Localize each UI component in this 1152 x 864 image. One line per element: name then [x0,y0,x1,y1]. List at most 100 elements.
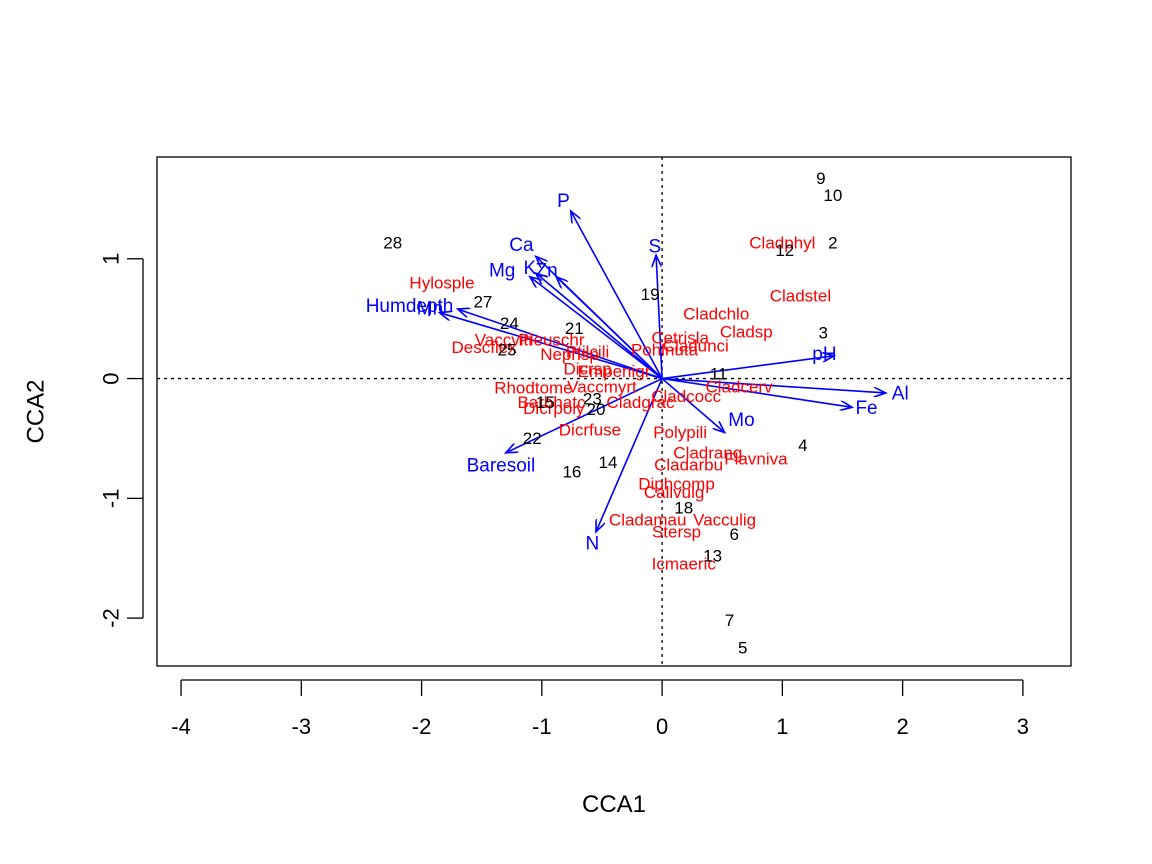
species-label: Empenigr [578,362,651,381]
environment-label: Al [892,384,909,405]
x-tick-label: -4 [171,714,191,739]
site-label: 18 [674,498,693,517]
species-label: Cladrang [673,443,742,462]
species-label: Pohlnuta [631,340,699,359]
y-tick-label: -1 [99,489,124,509]
y-axis-title: CCA2 [23,379,50,443]
species-label: Vaccmyrt [567,377,637,396]
y-tick-label: -2 [99,608,124,628]
species-label: Polypili [653,423,707,442]
species-label: Icmaeric [652,555,717,574]
species-label: Pleuschr [518,331,584,350]
site-label: 2 [828,234,837,253]
environment-arrow [440,313,663,380]
site-label: 4 [798,436,807,455]
environment-arrow [536,273,663,380]
species-label: Vacculig [693,510,756,529]
site-label: 21 [565,319,584,338]
environment-label: Mo [728,410,754,431]
x-tick-label: 2 [897,714,909,739]
site-label: 12 [775,241,794,260]
environment-arrow [661,377,725,433]
environment-arrow [556,277,663,380]
site-label: 7 [725,611,734,630]
environment-arrow [661,377,852,408]
species-label: Cladamau [609,510,687,529]
reference-lines [157,157,1071,666]
environment-arrow [571,211,663,379]
species-label: Dicrpoly [523,399,585,418]
species-label: Hylosple [409,273,474,292]
environment-arrow [662,356,834,380]
environment-label: S [649,236,662,257]
site-label: 11 [710,364,728,383]
y-tick-label: 0 [99,372,124,384]
x-tick-label: 1 [776,714,788,739]
species-label: Vaccviti [475,331,532,350]
environment-arrow [506,377,663,453]
species-label: Cladsp [720,322,773,341]
species-label: Cladarbu [654,455,723,474]
environment-label: Mn [417,299,443,320]
y-axis: -2 -1 0 1 [99,253,144,628]
environment-label: K [523,258,536,279]
species-label: Cladstel [770,286,831,305]
species-label: Nephsp [540,345,599,364]
species-label: Dicrsp [563,359,611,378]
site-label: 19 [641,285,660,304]
species-label: Cetrisla [651,328,709,347]
species-label: Flavniva [724,449,788,468]
environment-arrow [656,255,663,379]
site-label: 3 [819,324,828,343]
environment-label: Fe [855,398,877,419]
site-label: 5 [738,639,747,658]
x-tick-label: 0 [656,714,668,739]
site-label: 6 [730,525,739,544]
x-axis: -4 -3 -2 -1 0 1 2 3 [171,679,1029,739]
species-label: Barbhatc [517,393,586,412]
site-label: 22 [523,429,542,448]
site-label: 20 [586,400,605,419]
species-label: Descflex [452,338,518,357]
species-label: Stersp [652,522,701,541]
environment-label: Mg [489,260,515,281]
species-label: Cladunci [663,337,729,356]
plot-frame [156,156,1072,667]
species-label: Cladphyl [749,234,815,253]
environment-arrow [596,378,663,532]
x-tick-label: -3 [292,714,312,739]
environment-label: P [557,191,570,212]
species-label: Rhodtome [494,379,572,398]
site-label: 16 [562,462,581,481]
environment-arrow [530,277,663,380]
site-label: 28 [383,234,402,253]
environment-arrow [662,377,886,393]
species-label: Ptilcili [566,343,609,362]
site-label: 10 [823,186,842,205]
species-label: Cladgrac [606,393,675,412]
species-label: Dicrfuse [559,421,621,440]
environment-label: N [585,533,599,554]
environment-label: pH [812,344,836,365]
species-label: Cladcocc [651,387,721,406]
site-label: 27 [473,292,492,311]
species-label: Callvulg [644,483,704,502]
environment-label: Zn [536,260,558,281]
species-label: Diphcomp [638,474,715,493]
environment-label: Baresoil [467,455,536,476]
x-axis-title: CCA1 [582,791,646,818]
site-label: 9 [816,169,825,188]
species-label: Cladchlo [683,304,749,323]
environment-label: Ca [509,235,534,256]
site-label: 25 [498,340,517,359]
x-tick-label: 3 [1017,714,1029,739]
y-tick-label: 1 [99,253,124,265]
environment-arrow [458,309,663,380]
x-tick-label: -2 [412,714,432,739]
environment-label: Humdepth [366,296,454,317]
site-label: 24 [500,314,519,333]
